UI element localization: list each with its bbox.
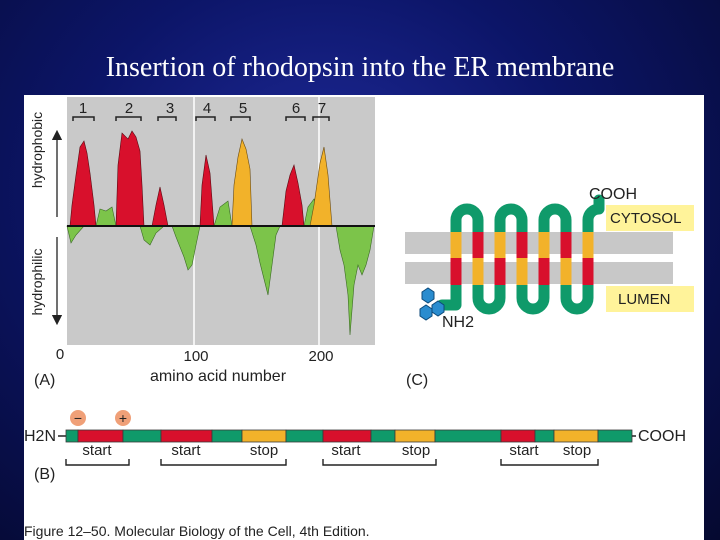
hydrophobic-segment-6 [281, 163, 305, 227]
segment-label-6: 6 [292, 100, 300, 117]
figure-caption: Figure 12–50. Molecular Biology of the C… [24, 523, 370, 539]
ylabel-hydrophilic: hydrophilic [29, 249, 45, 316]
cooh-label: COOH [589, 186, 637, 203]
segment-brackets [72, 116, 330, 121]
bracket-3-start: start [331, 442, 361, 459]
bracket-4-stop: stop [563, 442, 591, 459]
cytosol-label: CYTOSOL [610, 210, 681, 227]
hydrophobic-segment-5 [231, 137, 253, 227]
plus-sign: + [119, 410, 127, 426]
lumen-label: LUMEN [618, 291, 671, 308]
ylabel-hydrophobic: hydrophobic [29, 112, 45, 188]
x-axis-label: amino acid number [150, 368, 287, 385]
h2n-label: H2N [24, 428, 56, 445]
minus-charge [70, 410, 86, 426]
bracket-3-stop: stop [402, 442, 430, 459]
bracket-1-start: start [82, 442, 112, 459]
cytosol-box [606, 205, 694, 231]
plus-charge [115, 410, 131, 426]
sequence-brackets [65, 459, 599, 466]
slide-title: Insertion of rhodopsin into the ER membr… [105, 52, 615, 83]
segment-label-1: 1 [79, 100, 87, 117]
segment-label-2: 2 [125, 100, 133, 117]
tm-segments [450, 232, 594, 285]
x-tick-0: 0 [56, 346, 64, 363]
bracket-4-start: start [509, 442, 539, 459]
bracket-2-start: start [171, 442, 201, 459]
x-tick-200: 200 [308, 348, 333, 365]
sugar-groups [419, 287, 445, 321]
panel-b-label: (B) [34, 466, 55, 483]
hydrophobic-segment-1 [69, 140, 97, 227]
hydrophobic-segment-2 [115, 130, 145, 227]
sequence-bar [65, 429, 633, 443]
figure-graphic: 1 2 3 4 5 6 7 hydrophobic hydrophilic 0 … [24, 97, 694, 539]
segment-label-3: 3 [166, 100, 174, 117]
cooh-terminus-label: COOH [638, 428, 686, 445]
x-tick-100: 100 [183, 348, 208, 365]
bracket-2-stop: stop [250, 442, 278, 459]
nh2-label: NH2 [442, 314, 474, 331]
panel-a-label: (A) [34, 372, 55, 389]
segment-label-4: 4 [203, 100, 211, 117]
panel-c-label: (C) [406, 372, 428, 389]
lumen-box [606, 286, 694, 312]
segment-label-5: 5 [239, 100, 247, 117]
segment-label-7: 7 [318, 100, 326, 117]
figure-panel: 1 2 3 4 5 6 7 hydrophobic hydrophilic 0 … [24, 95, 704, 540]
minus-sign: − [74, 410, 82, 426]
rhodopsin-chain [436, 194, 605, 315]
